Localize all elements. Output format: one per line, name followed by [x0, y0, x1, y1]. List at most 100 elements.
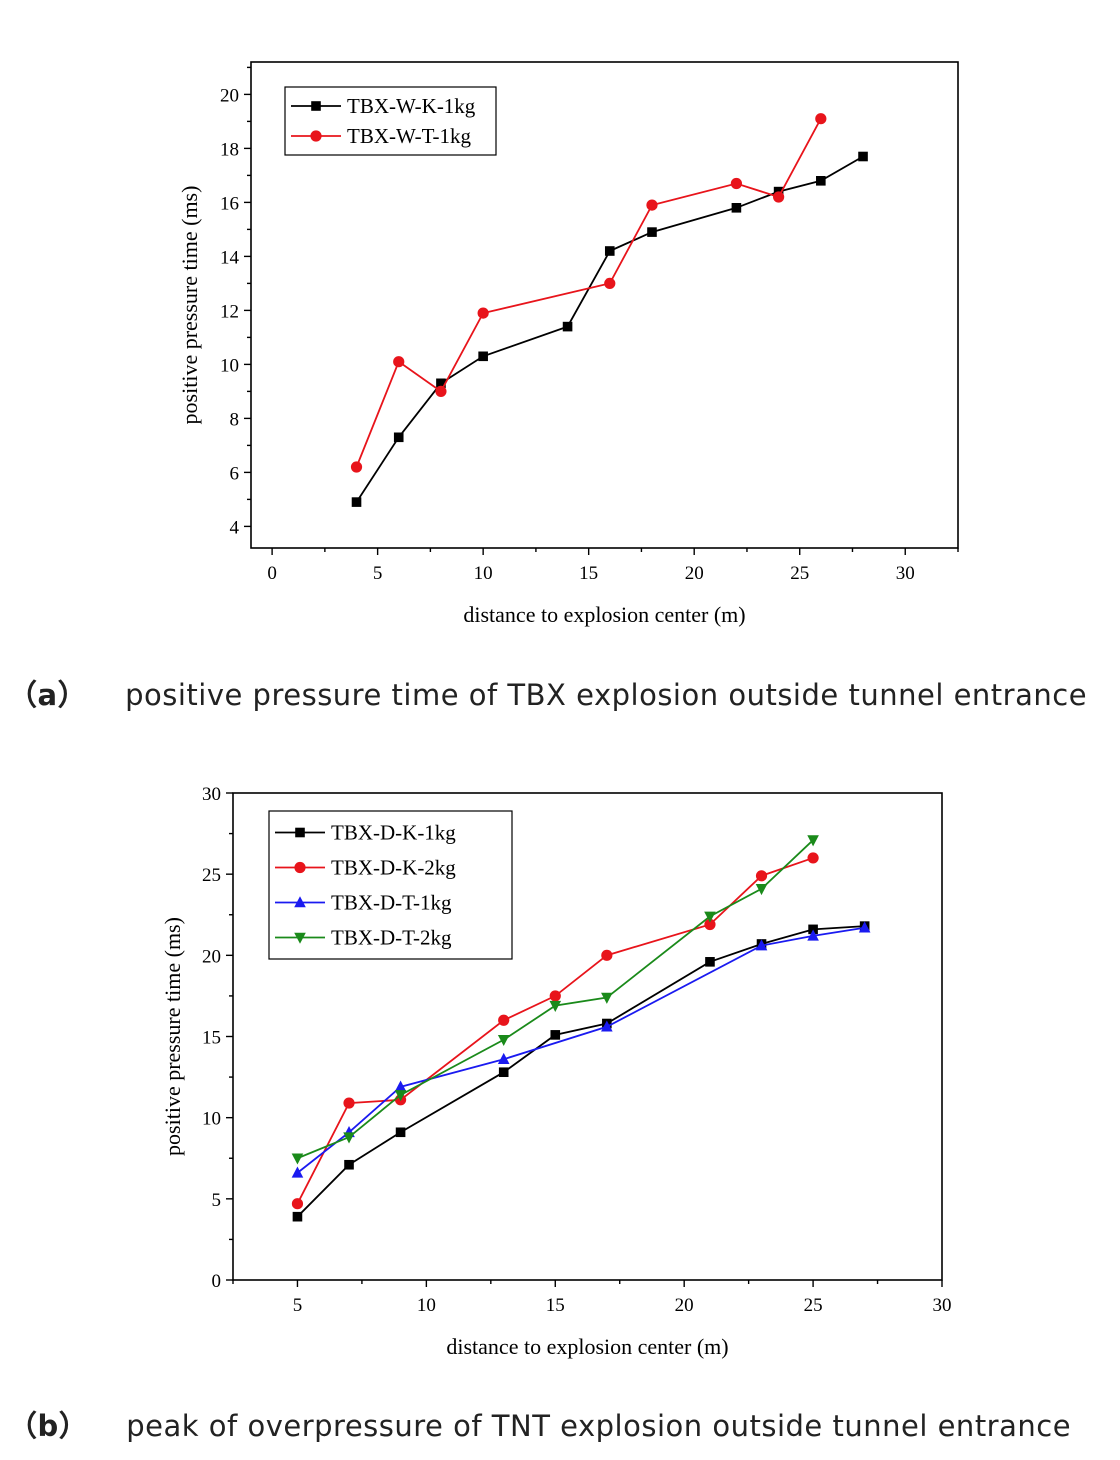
c0-data-point [435, 385, 447, 397]
c1-data-point [807, 852, 819, 864]
c1-data-point [807, 835, 819, 847]
c0-legend: TBX-W-K-1kg TBX-W-T-1kg [284, 86, 497, 156]
c1-data-point [601, 992, 613, 1004]
c0-x-tick-label: 15 [579, 563, 598, 584]
c0-data-point [350, 461, 363, 473]
c0-data-point [815, 113, 827, 125]
c1-y-axis-title: positive pressure time (ms) [160, 917, 185, 1156]
c0-y-tick-label: 20 [220, 85, 239, 106]
caption-a-tag: （a） [8, 678, 88, 712]
caption-b-tag: （b） [8, 1409, 89, 1443]
c0-y-tick-label: 16 [220, 193, 239, 214]
c1-y-tick-label: 20 [202, 946, 221, 967]
c0-data-point [477, 307, 489, 319]
c1-series-3 [291, 921, 871, 1178]
c0-data-point [816, 176, 826, 186]
c0-y-tick-label: 12 [220, 301, 239, 322]
c0-y-tick-label: 10 [220, 355, 239, 376]
c1-legend: TBX-D-K-1kg TBX-D-K-2kg TBX-D-T-1kg TBX-D-T… [268, 810, 513, 960]
c1-data-point [858, 921, 871, 933]
c1-y-tick-label: 30 [202, 784, 221, 805]
c0-legend-label: TBX-W-K-1kg [347, 94, 476, 118]
c0-legend-label: TBX-W-T-1kg [347, 124, 472, 148]
c1-data-point [807, 929, 819, 941]
c0-x-axis-title: distance to explosion center (m) [463, 602, 745, 627]
c0-y-tick-label: 14 [220, 247, 240, 268]
c1-x-tick-label: 20 [675, 1295, 694, 1316]
caption-a: （a） positive pressure time of TBX explosi… [8, 672, 1087, 714]
c1-data-point [497, 1052, 510, 1065]
c0-y-tick-label: 6 [230, 463, 240, 484]
c1-data-point [601, 949, 613, 961]
c0-data-point [478, 351, 488, 362]
c0-legend-box [284, 86, 497, 156]
c1-x-tick-label: 30 [933, 1295, 952, 1316]
c1-y-tick-label: 10 [202, 1109, 221, 1130]
c0-data-point [393, 356, 405, 368]
c0-series-line [355, 118, 822, 468]
c0-data-point [436, 378, 446, 389]
c1-data-point [755, 939, 768, 951]
c1-x-tick-label: 15 [546, 1295, 565, 1316]
c1-legend-label: TBX-D-K-1kg [331, 821, 456, 845]
c1-data-point [755, 870, 768, 882]
c1-data-point [291, 1198, 304, 1210]
c1-data-point [394, 1090, 407, 1102]
c1-x-tick-label: 5 [293, 1295, 303, 1316]
chart-a: 0 5 10 15 20 25 30 4 6 8 10 12 14 16 18 20 distance to e… [177, 61, 959, 627]
c0-legend-marker [311, 101, 321, 111]
c1-legend-marker [294, 896, 306, 908]
c0-data-point [731, 203, 742, 213]
c1-data-point [755, 883, 768, 896]
c0-x-tick-label: 25 [790, 563, 809, 584]
c1-data-point [291, 1166, 304, 1178]
c1-data-point [343, 1097, 355, 1109]
c1-legend-label: TBX-D-T-1kg [331, 891, 452, 915]
c1-x-axis-title: distance to explosion center (m) [446, 1334, 728, 1359]
caption-b-text: peak of overpressure of TNT explosion ou… [126, 1409, 1072, 1443]
c1-x-tick-label: 10 [417, 1295, 436, 1316]
c0-legend-marker [310, 130, 322, 142]
c0-data-point [351, 497, 362, 507]
c0-x-tick-label: 5 [373, 563, 383, 584]
c1-data-point [498, 1014, 510, 1026]
chart-panel-a: 0 5 10 15 20 25 30 4 6 8 10 12 14 16 18 20 distance to e… [8, 61, 1087, 714]
c1-data-point [549, 1000, 562, 1012]
c0-data-point [604, 246, 615, 256]
c0-series-1 [351, 151, 868, 507]
c1-data-point [808, 924, 818, 935]
c1-y-tick-label: 0 [212, 1271, 222, 1292]
c1-legend-marker [294, 932, 306, 944]
c1-series-line [296, 926, 865, 1174]
c0-data-point [773, 191, 785, 203]
c0-x-tick-label: 20 [685, 563, 704, 584]
c1-data-point [550, 1030, 561, 1040]
c1-series-4 [291, 835, 819, 1165]
c1-data-point [704, 918, 716, 931]
c1-series-line [296, 925, 865, 1218]
c0-data-point [730, 177, 743, 190]
c1-y-tick-label: 25 [202, 865, 221, 886]
c1-y-tick-label: 5 [212, 1190, 222, 1211]
c0-y-tick-label: 8 [230, 409, 240, 430]
c0-x-tick-label: 10 [474, 563, 493, 584]
c1-data-point [705, 957, 715, 967]
chart-b: 5 10 15 20 25 30 0 5 10 15 20 25 30 distance to explo… [160, 784, 952, 1359]
c0-data-point [647, 227, 657, 237]
c0-series-2 [350, 113, 827, 473]
c0-x-tick-label: 30 [896, 563, 915, 584]
c1-data-point [601, 1020, 613, 1032]
c0-plot-frame [250, 61, 959, 549]
c1-data-point [291, 1153, 304, 1165]
c1-legend-label: TBX-D-T-2kg [331, 926, 452, 950]
caption-b: （b） peak of overpressure of TNT explosion… [8, 1403, 1071, 1445]
c1-data-point [292, 1211, 303, 1222]
c1-data-point [497, 1034, 510, 1047]
c1-y-tick-label: 15 [202, 1028, 221, 1049]
c1-data-point [394, 1080, 407, 1092]
c1-legend-marker [295, 827, 305, 838]
c1-series-1 [292, 921, 870, 1222]
c0-data-point [858, 151, 868, 162]
c1-legend-box [268, 810, 513, 960]
c0-data-point [604, 277, 616, 289]
